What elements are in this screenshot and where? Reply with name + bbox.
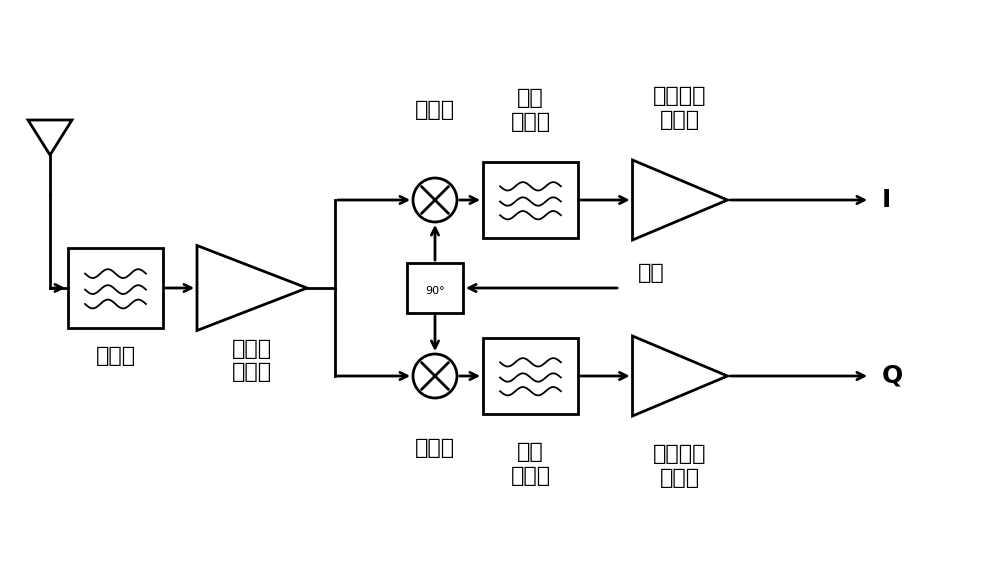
Bar (483, 338, 578, 414)
Text: 低通
滤波器: 低通 滤波器 (510, 88, 550, 132)
Text: 本振: 本振 (638, 263, 665, 283)
Text: 可变增益
放大器: 可变增益 放大器 (653, 87, 707, 130)
Bar (483, 162, 578, 238)
Text: 低通
滤波器: 低通 滤波器 (510, 443, 550, 486)
Text: I: I (882, 188, 891, 212)
Text: 可变增益
放大器: 可变增益 放大器 (653, 444, 707, 488)
Text: 90°: 90° (425, 286, 445, 296)
Bar (407, 263, 463, 313)
Text: 低噪声
放大器: 低噪声 放大器 (232, 339, 272, 382)
Text: 混频器: 混频器 (415, 438, 455, 458)
Bar (68, 248, 163, 328)
Text: 滤波器: 滤波器 (96, 346, 136, 366)
Text: Q: Q (882, 364, 903, 388)
Text: 混频器: 混频器 (415, 100, 455, 120)
